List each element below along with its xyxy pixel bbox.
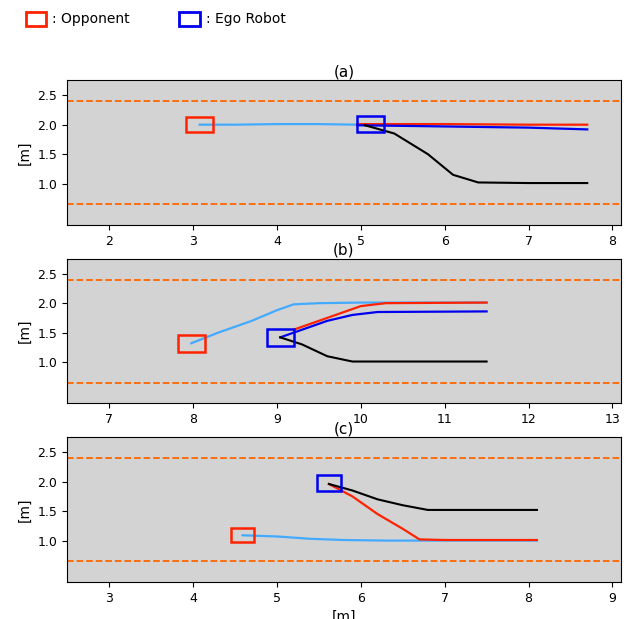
Bar — [357, 116, 384, 132]
Bar — [178, 335, 205, 352]
Title: (c): (c) — [334, 422, 354, 436]
Y-axis label: [m]: [m] — [18, 141, 32, 165]
Bar — [267, 329, 294, 345]
Y-axis label: [m]: [m] — [18, 498, 32, 522]
Text: : Opponent: : Opponent — [52, 12, 130, 26]
Text: : Ego Robot: : Ego Robot — [206, 12, 286, 26]
Bar — [186, 117, 213, 132]
Bar — [179, 12, 200, 26]
Y-axis label: [m]: [m] — [18, 319, 32, 344]
Bar — [26, 12, 46, 26]
Bar — [231, 528, 254, 542]
Bar — [317, 475, 340, 491]
Title: (b): (b) — [333, 243, 355, 258]
X-axis label: [m]: [m] — [332, 610, 356, 619]
Title: (a): (a) — [333, 64, 355, 79]
